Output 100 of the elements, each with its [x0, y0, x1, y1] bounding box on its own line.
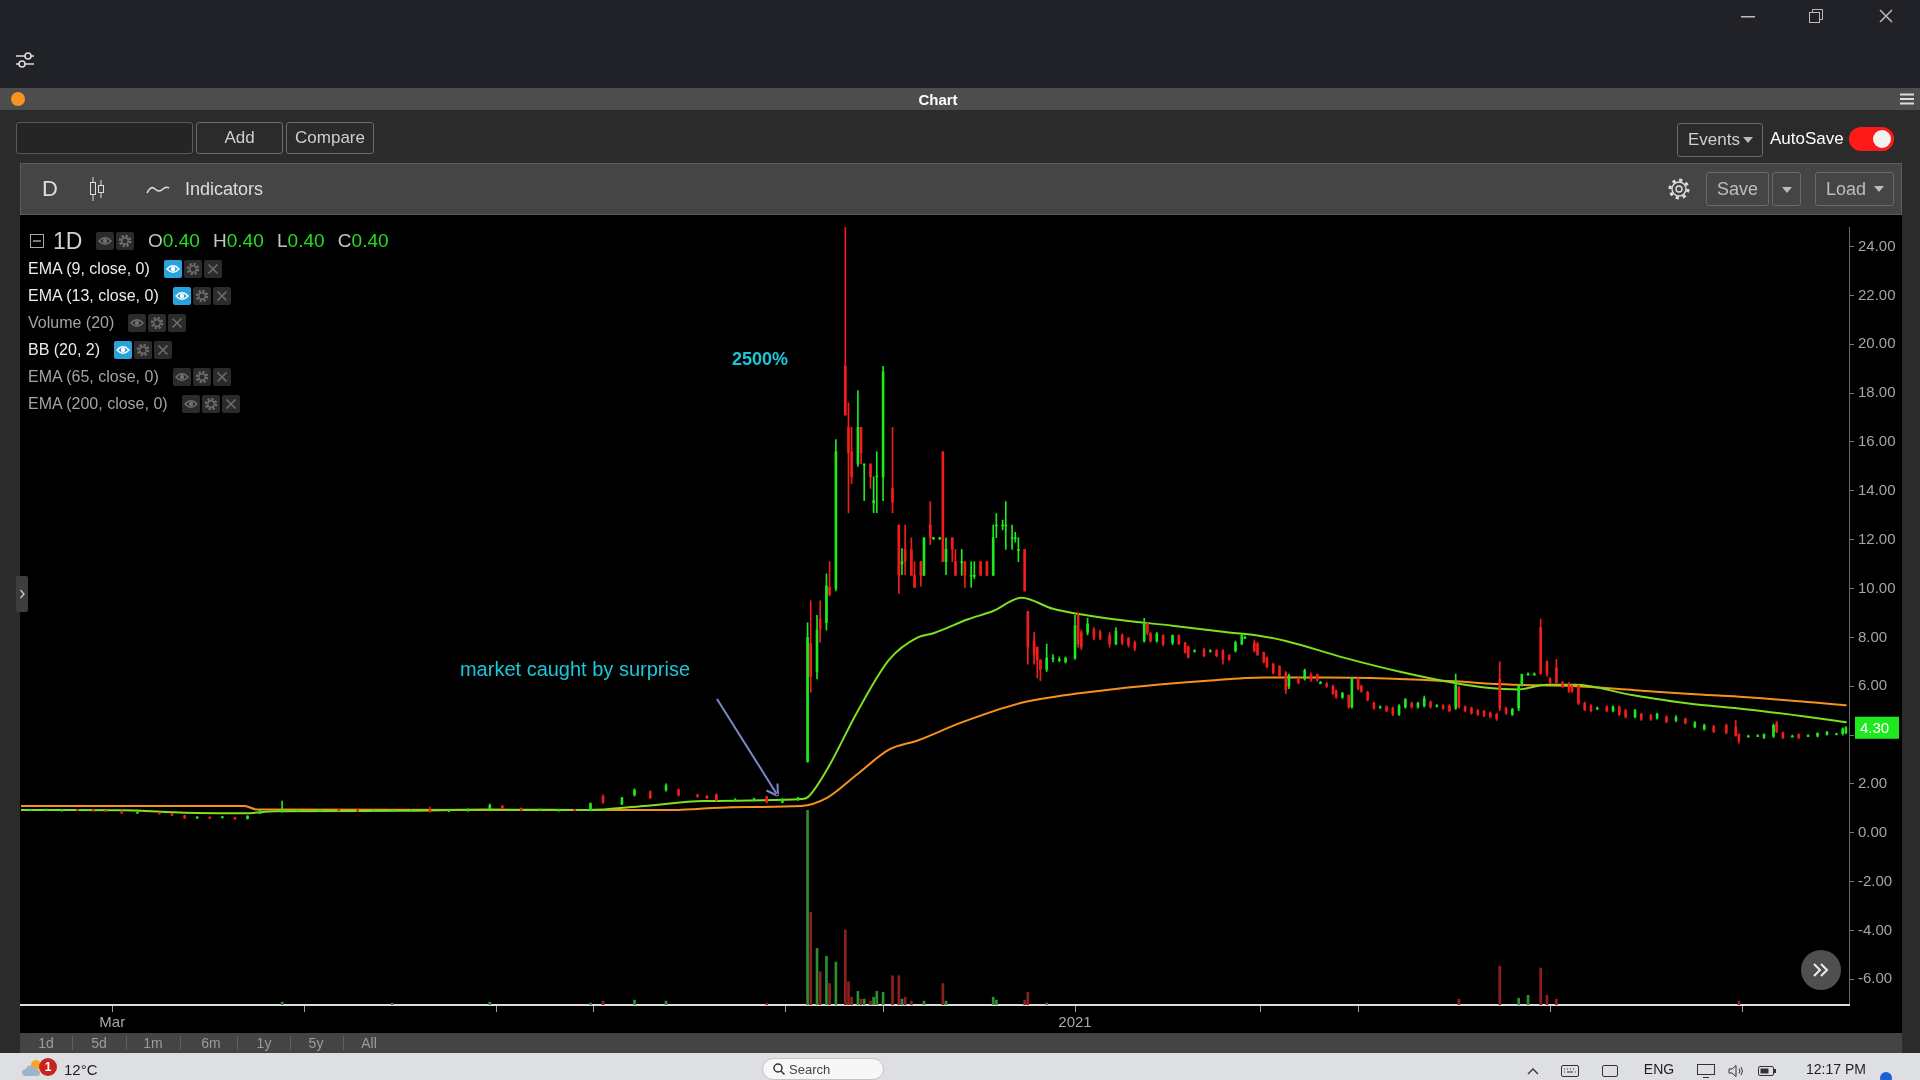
candlestick — [1366, 690, 1369, 702]
text: 1m — [143, 1035, 163, 1051]
annotation: EMA (200, close, 0) — [28, 395, 168, 413]
candlestick — [589, 802, 592, 811]
candlestick — [158, 812, 161, 815]
candlestick — [1108, 632, 1111, 648]
text: All — [361, 1035, 377, 1051]
bar — [1498, 965, 1502, 1005]
annotation: EMA (9, close, 0) — [28, 260, 150, 278]
candlestick — [828, 561, 831, 597]
bar — [1045, 1002, 1049, 1005]
candlestick — [1555, 659, 1558, 685]
candlestick — [677, 788, 680, 797]
text: 12:17 PM — [1806, 1061, 1866, 1077]
candlestick — [765, 795, 768, 804]
text: 1y — [256, 1035, 272, 1051]
button: Compare — [286, 122, 374, 154]
candlestick — [1816, 732, 1819, 738]
annotation: 4.30 — [1860, 718, 1890, 736]
candlestick — [1429, 700, 1432, 709]
y-tick-label: 24.00 — [1858, 236, 1896, 254]
candlestick — [1561, 681, 1565, 688]
candlestick — [1171, 634, 1174, 646]
candlestick — [136, 811, 139, 814]
candlestick — [1684, 717, 1687, 725]
bar — [828, 983, 831, 1005]
x-tick-label: 2021 — [1058, 1013, 1092, 1031]
y-tick-label: -6.00 — [1858, 969, 1893, 987]
candlestick — [979, 561, 982, 576]
candlestick — [1470, 706, 1473, 715]
candlestick — [183, 814, 186, 819]
candlestick — [280, 800, 284, 813]
candlestick — [221, 816, 224, 819]
candlestick — [1495, 712, 1498, 721]
y-tick-label: 18.00 — [1858, 383, 1896, 401]
annotation: BB (20, 2) — [28, 341, 101, 359]
candlestick — [781, 798, 784, 804]
candlestick — [1253, 639, 1256, 653]
candlestick — [1410, 701, 1413, 709]
bar — [891, 975, 894, 1005]
bar — [1517, 997, 1520, 1005]
bar — [589, 1002, 592, 1005]
candlestick — [195, 816, 199, 819]
candlestick — [1017, 537, 1020, 562]
bar — [910, 1000, 913, 1005]
text: 12°C — [64, 1060, 98, 1078]
candlestick — [960, 549, 964, 576]
bar — [991, 996, 995, 1005]
text: ENG — [1643, 1061, 1675, 1077]
text: 5d — [91, 1035, 107, 1051]
line-series — [21, 596, 1847, 815]
search-field: Search — [762, 1058, 884, 1080]
text: D — [42, 176, 58, 202]
candlestick — [825, 573, 828, 631]
bar — [806, 810, 809, 1005]
candlestick — [92, 809, 95, 812]
text: AutoSave — [1770, 129, 1844, 149]
annotation: EMA (13, close, 0) — [28, 287, 159, 305]
candlestick — [1086, 617, 1089, 636]
chart-subtitle: O0.40 H0.40 L0.40 C0.40 — [148, 230, 389, 251]
button: Add — [196, 122, 283, 154]
candlestick — [1772, 723, 1775, 738]
y-tick-label: -2.00 — [1858, 871, 1893, 889]
candlestick — [1010, 524, 1014, 550]
candlestick — [1577, 684, 1580, 705]
candlestick — [1045, 643, 1049, 672]
annotation: EMA (65, close, 0) — [28, 368, 159, 386]
bar — [897, 975, 901, 1005]
annotation: 2500% — [731, 348, 789, 370]
candlestick — [1215, 649, 1218, 658]
candlestick — [1404, 698, 1407, 709]
y-tick-label: 0.00 — [1858, 822, 1888, 840]
button: Load — [1815, 172, 1894, 206]
candlestick — [1193, 649, 1196, 653]
y-tick-label: 10.00 — [1858, 578, 1896, 596]
text: 6m — [201, 1035, 221, 1051]
candlestick — [633, 788, 636, 797]
candlestick — [1234, 640, 1237, 653]
y-tick-label: 22.00 — [1858, 285, 1896, 303]
text: Indicators — [185, 178, 264, 200]
bar — [1539, 967, 1542, 1005]
bar — [869, 1000, 872, 1005]
x-tick-label: Mar — [99, 1013, 126, 1031]
candlestick — [1488, 711, 1492, 719]
candlestick — [1256, 641, 1259, 657]
bar — [844, 929, 847, 1005]
bar — [1026, 992, 1030, 1005]
candlestick — [806, 622, 809, 763]
candlestick — [1297, 677, 1300, 685]
candlestick — [1319, 681, 1322, 685]
bar — [825, 955, 828, 1005]
text: Chart — [918, 90, 958, 108]
candlestick — [1539, 618, 1542, 675]
bar — [995, 999, 998, 1005]
candlestick — [932, 536, 935, 540]
candlestick — [1511, 707, 1514, 716]
candlestick — [1448, 704, 1451, 713]
y-tick-label: 14.00 — [1858, 480, 1896, 498]
y-tick-label: 16.00 — [1858, 432, 1896, 450]
chart-title: 1D — [53, 227, 83, 255]
